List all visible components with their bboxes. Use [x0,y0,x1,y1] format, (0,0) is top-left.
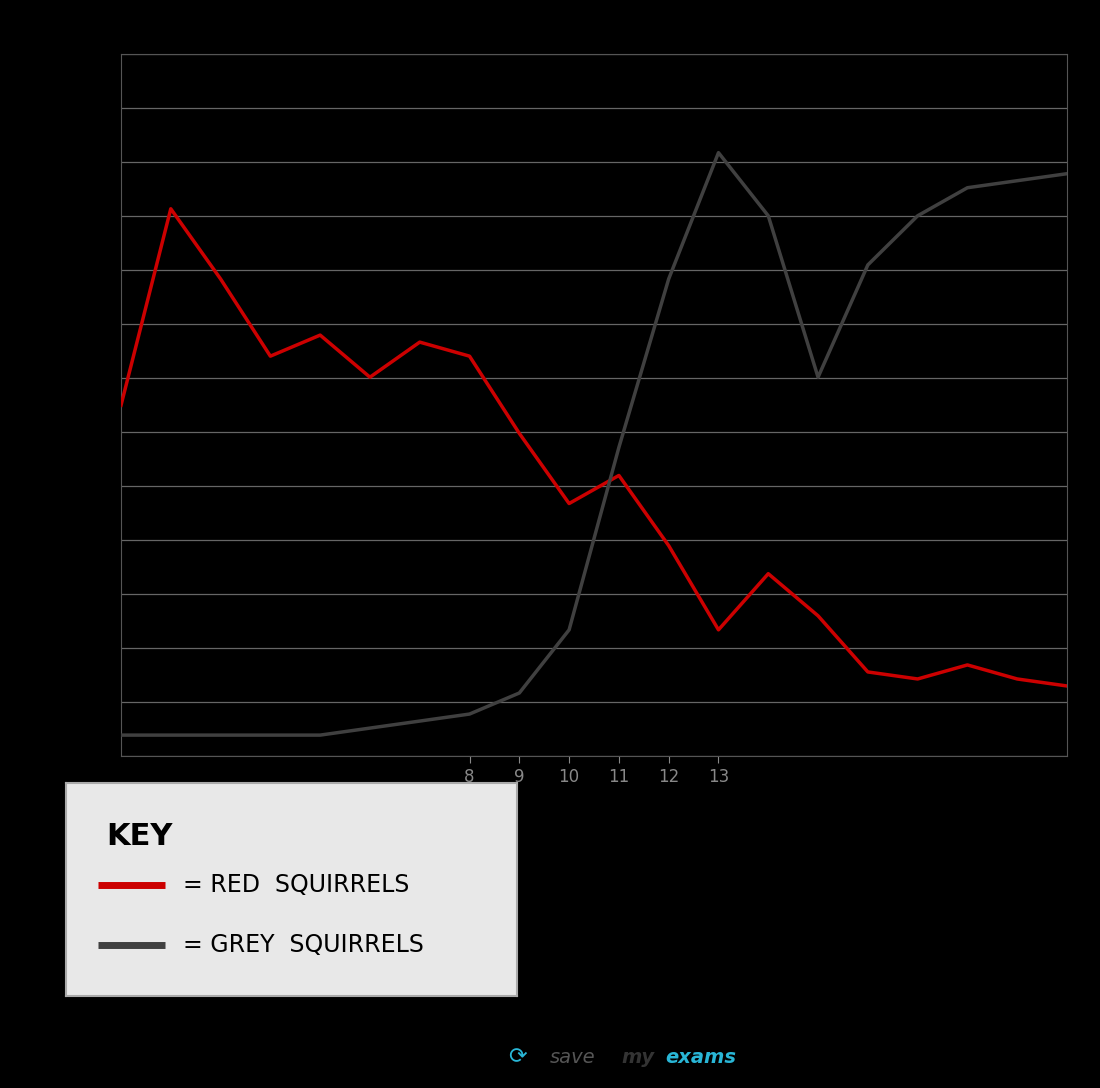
Text: = GREY  SQUIRRELS: = GREY SQUIRRELS [184,932,425,956]
Text: my: my [621,1048,654,1067]
Text: exams: exams [666,1048,737,1067]
Text: save: save [550,1048,595,1067]
Text: ⟳: ⟳ [508,1048,526,1067]
Text: KEY: KEY [107,821,173,851]
Text: = RED  SQUIRRELS: = RED SQUIRRELS [184,874,409,898]
